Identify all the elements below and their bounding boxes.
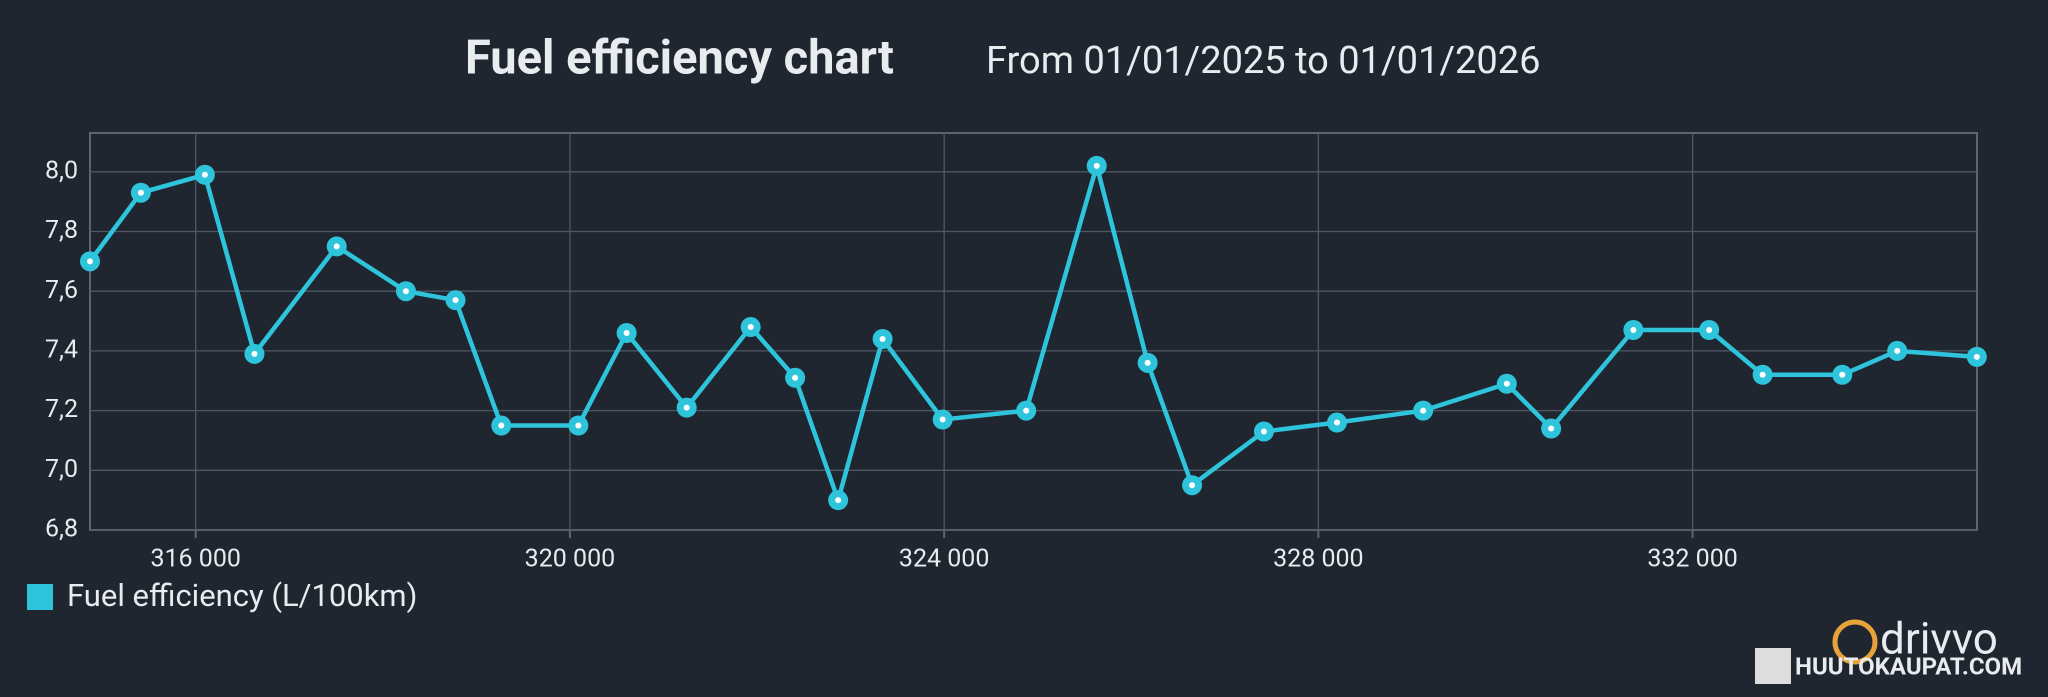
data-point-center <box>1630 327 1637 334</box>
data-point-center <box>1420 407 1427 414</box>
watermark-logo <box>1832 619 1878 665</box>
data-point-center <box>1333 419 1340 426</box>
x-tick-label: 328 000 <box>1273 545 1364 574</box>
data-point-center <box>498 422 505 429</box>
chart-title: Fuel efficiency chart <box>465 30 894 85</box>
data-point-center <box>683 404 690 411</box>
data-point-center <box>201 171 208 178</box>
watermark-box <box>1755 648 1791 684</box>
x-tick-label: 316 000 <box>150 545 241 574</box>
data-point-center <box>879 335 886 342</box>
y-tick-label: 6,8 <box>45 515 78 544</box>
data-point-center <box>137 189 144 196</box>
x-tick-label: 320 000 <box>525 545 616 574</box>
data-point-center <box>1189 482 1196 489</box>
y-tick-label: 7,8 <box>45 216 78 245</box>
data-point-center <box>1548 425 1555 432</box>
data-point-center <box>1839 371 1846 378</box>
data-point-center <box>835 497 842 504</box>
data-point-center <box>747 324 754 331</box>
data-point-center <box>939 416 946 423</box>
data-point-center <box>1706 327 1713 334</box>
data-point-center <box>1023 407 1030 414</box>
data-point-center <box>87 258 93 265</box>
data-point-center <box>1144 359 1151 366</box>
data-point-center <box>1973 353 1980 360</box>
y-tick-label: 8,0 <box>45 156 78 185</box>
y-tick-label: 7,2 <box>45 395 78 424</box>
y-tick-label: 7,0 <box>45 455 78 484</box>
data-point-center <box>1260 428 1267 435</box>
data-point-center <box>1503 380 1510 387</box>
data-point-center <box>575 422 582 429</box>
data-point-center <box>1093 162 1100 169</box>
watermark-site: HUUTOKAUPAT.COM <box>1795 652 2022 680</box>
data-point-center <box>1894 347 1901 354</box>
x-tick-label: 332 000 <box>1647 545 1738 574</box>
legend-label: Fuel efficiency (L/100km) <box>67 577 417 614</box>
data-point-center <box>1759 371 1766 378</box>
data-point-center <box>452 297 459 304</box>
watermark: drivvo HUUTOKAUPAT.COM <box>1755 613 2022 684</box>
data-point-center <box>251 350 258 357</box>
y-tick-label: 7,4 <box>45 336 78 365</box>
y-tick-label: 7,6 <box>45 276 78 305</box>
x-tick-label: 324 000 <box>899 545 990 574</box>
chart-subtitle: From 01/01/2025 to 01/01/2026 <box>986 39 1540 83</box>
data-point-center <box>333 243 340 250</box>
legend-swatch <box>27 584 53 610</box>
data-point-center <box>623 329 630 336</box>
watermark-brand: drivvo <box>1880 613 1998 665</box>
data-point-center <box>792 374 799 381</box>
data-point-center <box>402 288 409 295</box>
